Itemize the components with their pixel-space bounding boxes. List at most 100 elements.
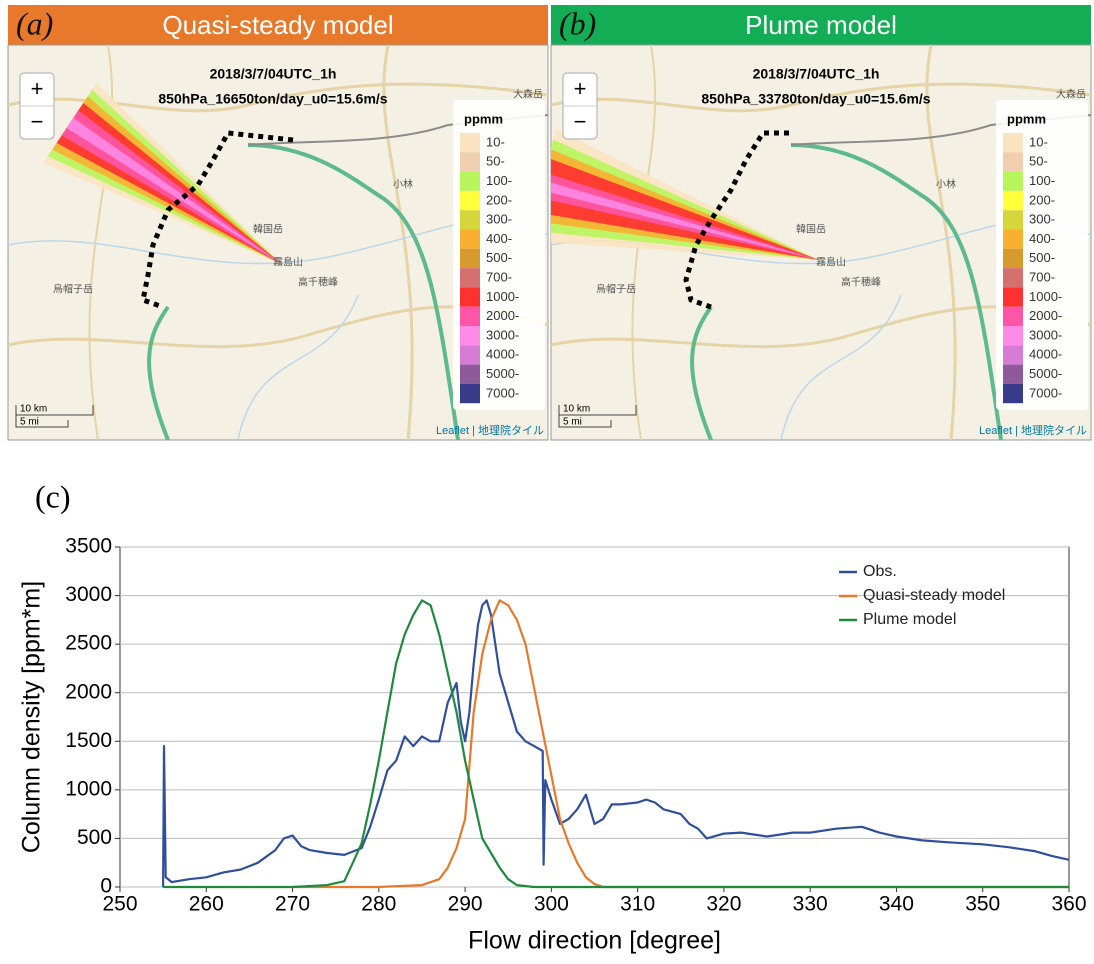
legend-title: ppmm [1007,111,1046,126]
panel-label: (b) [559,5,596,41]
map-info: 850hPa_33780ton/day_u0=15.6m/s [701,91,930,107]
place-name: 大森岳 [1056,88,1086,101]
zoom-out[interactable]: − [574,109,587,134]
map-info: 2018/3/7/04UTC_1h [753,66,880,82]
x-tick-label: 270 [275,893,310,916]
legend-title: ppmm [464,111,503,126]
place-name: 小林 [936,178,956,191]
zoom-out[interactable]: − [31,109,44,134]
legend-label: 500- [486,250,512,265]
place-name: 烏帽子岳 [53,283,93,296]
chart-label: (c) [35,478,71,514]
legend-label: 200- [486,192,512,207]
x-tick-label: 300 [534,893,569,916]
x-tick-label: 280 [361,893,396,916]
legend-label: Quasi-steady model [863,587,1005,604]
legend-swatch [1003,133,1023,152]
x-tick-label: 250 [102,893,137,916]
legend-swatch [460,268,480,287]
legend-label: 100- [1029,173,1055,188]
legend-label: 3000- [1029,327,1062,342]
legend-swatch [1003,307,1023,326]
legend-label: 700- [1029,270,1055,285]
legend-label: 700- [486,270,512,285]
legend-label: 10- [1029,134,1048,149]
zoom-in[interactable]: + [574,76,587,101]
legend-swatch [1003,268,1023,287]
x-axis-title: Flow direction [degree] [468,927,721,955]
x-tick-label: 260 [189,893,224,916]
map-info: 2018/3/7/04UTC_1h [210,66,337,82]
legend-label: 200- [1029,192,1055,207]
figure: (a)Quasi-steady model 大森岳韓国岳霧島山高千穂峰烏帽子岳 小林… [0,0,1094,959]
legend-swatch [1003,172,1023,191]
place-name: 高千穂峰 [841,276,881,289]
x-tick-label: 290 [448,893,483,916]
place-name: 大森岳 [513,88,543,101]
legend-label: 2000- [1029,308,1062,323]
scale-km: 10 km [20,404,47,415]
legend-swatch [460,152,480,171]
legend-swatch [1003,365,1023,384]
place-name: 烏帽子岳 [596,283,636,296]
legend-label: 100- [486,173,512,188]
panel-header: (a)Quasi-steady model [8,5,548,45]
legend-swatch [460,210,480,229]
zoom-in[interactable]: + [31,76,44,101]
legend-label: 50- [1029,154,1048,169]
legend-label: 1000- [486,289,519,304]
scale-km: 10 km [563,404,590,415]
legend-label: 400- [1029,231,1055,246]
y-axis-title: Column density [ppm*m] [18,581,46,853]
legend-label: 5000- [1029,366,1062,381]
map-info: 850hPa_16650ton/day_u0=15.6m/s [158,91,387,107]
attribution: Leaflet | 地理院タイル [979,423,1087,437]
panel-title: Plume model [745,10,897,40]
legend-swatch [1003,152,1023,171]
x-tick-label: 350 [965,893,1000,916]
x-tick-label: 360 [1051,893,1086,916]
legend-swatch [460,230,480,249]
legend-swatch [1003,287,1023,306]
scale-mi: 5 mi [20,417,39,428]
legend-swatch [1003,384,1023,403]
y-tick-label: 3500 [65,535,112,558]
legend-label: 50- [486,154,505,169]
legend-label: 300- [486,212,512,227]
legend-swatch [1003,326,1023,345]
legend-swatch [460,287,480,306]
y-tick-label: 2000 [65,680,112,703]
place-name: 韓国岳 [253,224,283,236]
legend-swatch [460,307,480,326]
legend-label: 4000- [1029,347,1062,362]
legend-label: Plume model [863,611,956,628]
legend-swatch [1003,210,1023,229]
legend-swatch [1003,345,1023,364]
y-tick-label: 1000 [65,777,112,800]
place-name: 高千穂峰 [298,276,338,289]
scale-mi: 5 mi [563,417,582,428]
place-name: 霧島山 [816,256,846,269]
legend-swatch [1003,249,1023,268]
y-tick-label: 1500 [65,729,112,752]
legend-swatch [460,345,480,364]
legend-label: 10- [486,134,505,149]
legend-label: 400- [486,231,512,246]
x-tick-label: 320 [706,893,741,916]
legend-swatch [1003,230,1023,249]
map: 大森岳韓国岳霧島山高千穂峰烏帽子岳小林2018/3/7/04UTC_1h850h… [8,45,548,440]
legend-label: 300- [1029,212,1055,227]
legend-swatch [1003,191,1023,210]
legend-label: Obs. [863,563,897,580]
legend-label: 4000- [486,347,519,362]
x-tick-label: 310 [620,893,655,916]
legend-label: 500- [1029,250,1055,265]
legend-label: 7000- [1029,385,1062,400]
legend-swatch [460,326,480,345]
y-tick-label: 3000 [65,583,112,606]
place-name: 韓国岳 [796,224,826,236]
legend-swatch [460,365,480,384]
panel-header: (b) Plume model [551,5,1091,45]
legend-swatch [460,172,480,191]
